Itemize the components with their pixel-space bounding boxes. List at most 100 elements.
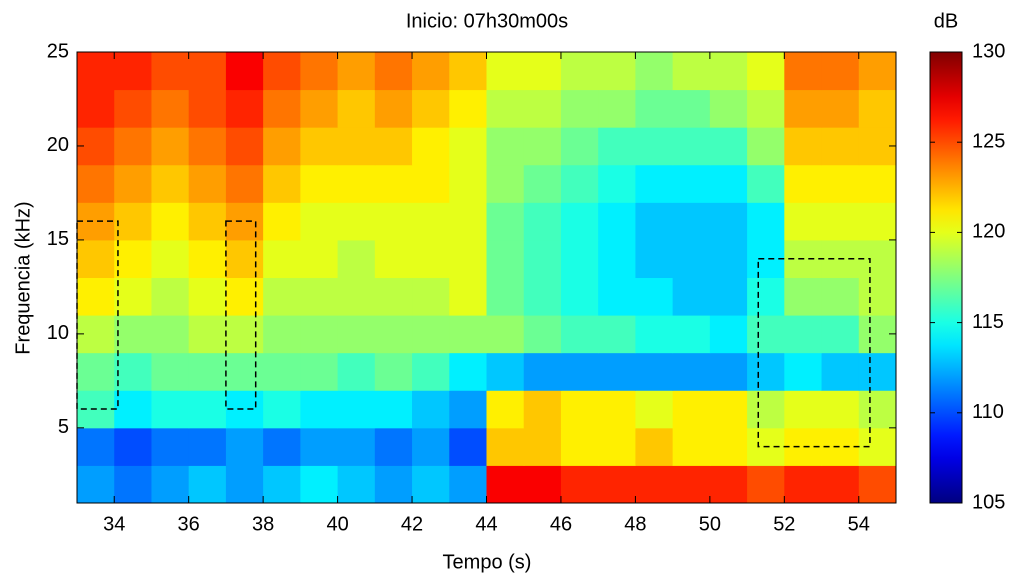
heatmap-cell bbox=[858, 352, 897, 391]
heatmap-cell bbox=[747, 352, 785, 391]
heatmap-cell bbox=[747, 465, 785, 504]
heatmap-cell bbox=[300, 465, 339, 504]
heatmap-cell bbox=[635, 315, 674, 354]
heatmap-cell bbox=[188, 89, 227, 128]
heatmap-cell bbox=[560, 352, 599, 391]
heatmap-cell bbox=[486, 164, 525, 203]
heatmap-cell bbox=[77, 52, 115, 91]
heatmap-cell bbox=[263, 352, 301, 391]
heatmap-cell bbox=[263, 202, 301, 241]
heatmap-cell bbox=[560, 89, 599, 128]
heatmap-cell bbox=[747, 127, 785, 166]
heatmap-cell bbox=[709, 427, 748, 466]
heatmap-cell bbox=[337, 352, 376, 391]
heatmap-cell bbox=[412, 390, 450, 429]
heatmap-cell bbox=[188, 390, 227, 429]
heatmap-cell bbox=[225, 315, 264, 354]
heatmap-cell bbox=[77, 465, 115, 504]
heatmap-cell bbox=[412, 277, 450, 316]
heatmap-cell bbox=[598, 352, 636, 391]
x-tick-label: 42 bbox=[401, 513, 423, 535]
heatmap-cell bbox=[449, 127, 487, 166]
heatmap-cell bbox=[523, 315, 562, 354]
heatmap-cell bbox=[747, 164, 785, 203]
heatmap-cell bbox=[486, 315, 525, 354]
heatmap-cell bbox=[523, 202, 562, 241]
heatmap-cell bbox=[337, 127, 376, 166]
heatmap-cell bbox=[560, 465, 599, 504]
heatmap-cell bbox=[374, 352, 413, 391]
heatmap-cell bbox=[188, 352, 227, 391]
heatmap-cell bbox=[858, 202, 897, 241]
heatmap-cell bbox=[114, 390, 152, 429]
heatmap-cell bbox=[263, 390, 301, 429]
heatmap-cell bbox=[225, 202, 264, 241]
heatmap-cell bbox=[225, 127, 264, 166]
heatmap-cell bbox=[858, 277, 897, 316]
heatmap-cell bbox=[598, 465, 636, 504]
heatmap-cell bbox=[635, 277, 674, 316]
heatmap-cell bbox=[486, 52, 525, 91]
heatmap-cell bbox=[672, 352, 711, 391]
heatmap-cell bbox=[486, 277, 525, 316]
heatmap-cell bbox=[709, 89, 748, 128]
heatmap-cell bbox=[449, 352, 487, 391]
heatmap-cell bbox=[337, 164, 376, 203]
heatmap-cell bbox=[77, 427, 115, 466]
heatmap-cell bbox=[858, 164, 897, 203]
heatmap-cell bbox=[635, 390, 674, 429]
heatmap-cell bbox=[709, 202, 748, 241]
y-tick-label: 15 bbox=[47, 228, 69, 250]
colorbar-label: dB bbox=[934, 10, 958, 32]
heatmap-cell bbox=[337, 465, 376, 504]
heatmap-cell bbox=[225, 352, 264, 391]
heatmap-cell bbox=[821, 390, 860, 429]
heatmap-cell bbox=[449, 52, 487, 91]
x-tick-label: 34 bbox=[103, 513, 125, 535]
heatmap-cell bbox=[412, 239, 450, 278]
heatmap-cell bbox=[598, 202, 636, 241]
y-axis-label: Frequencia (kHz) bbox=[12, 201, 34, 354]
heatmap-cell bbox=[821, 277, 860, 316]
heatmap-cell bbox=[263, 164, 301, 203]
heatmap-cell bbox=[263, 52, 301, 91]
heatmap-cell bbox=[821, 52, 860, 91]
heatmap-cell bbox=[374, 52, 413, 91]
heatmap-cell bbox=[151, 52, 190, 91]
annotation-box bbox=[757, 257, 871, 448]
heatmap-cell bbox=[449, 239, 487, 278]
heatmap-cell bbox=[300, 89, 339, 128]
heatmap-cell bbox=[151, 390, 190, 429]
heatmap-cell bbox=[523, 427, 562, 466]
heatmap-cell bbox=[598, 127, 636, 166]
heatmap-cell bbox=[747, 315, 785, 354]
heatmap-cell bbox=[672, 239, 711, 278]
heatmap-cell bbox=[337, 277, 376, 316]
heatmap-cell bbox=[77, 277, 115, 316]
heatmap-cell bbox=[449, 89, 487, 128]
x-tick-label: 52 bbox=[773, 513, 795, 535]
heatmap-cell bbox=[263, 89, 301, 128]
heatmap-cell bbox=[114, 352, 152, 391]
heatmap-cell bbox=[784, 465, 823, 504]
heatmap-cell bbox=[114, 127, 152, 166]
heatmap-cell bbox=[560, 202, 599, 241]
heatmap-cell bbox=[709, 52, 748, 91]
heatmap-cell bbox=[114, 465, 152, 504]
heatmap-cell bbox=[188, 427, 227, 466]
heatmap-cell bbox=[374, 390, 413, 429]
heatmap-cell bbox=[300, 239, 339, 278]
heatmap-cell bbox=[77, 164, 115, 203]
heatmap-cell bbox=[598, 89, 636, 128]
heatmap-cell bbox=[263, 315, 301, 354]
heatmap-cell bbox=[486, 465, 525, 504]
heatmap-cell bbox=[486, 239, 525, 278]
heatmap-cell bbox=[598, 427, 636, 466]
x-tick-label: 38 bbox=[252, 513, 274, 535]
heatmap-cell bbox=[709, 315, 748, 354]
heatmap-cell bbox=[151, 164, 190, 203]
heatmap-cell bbox=[486, 127, 525, 166]
colorbar-tick-label: 120 bbox=[972, 221, 1005, 243]
heatmap-cell bbox=[858, 465, 897, 504]
heatmap-cell bbox=[672, 315, 711, 354]
